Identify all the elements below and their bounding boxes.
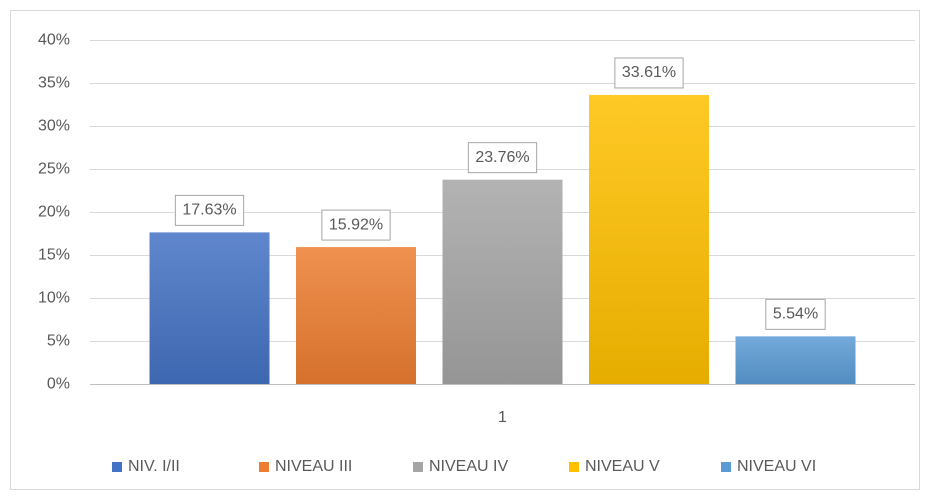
y-tick-label: 5% (47, 333, 70, 350)
legend-label: NIVEAU IV (429, 458, 508, 475)
legend-swatch (721, 462, 731, 472)
y-tick-label: 10% (38, 290, 70, 307)
y-tick-label: 20% (38, 204, 70, 221)
y-tick-label: 30% (38, 118, 70, 135)
legend-label: NIVEAU III (275, 458, 352, 475)
bar (296, 247, 416, 384)
data-label-box (467, 142, 538, 174)
legend-label: NIV. I/II (128, 458, 180, 475)
data-label: 33.61% (622, 64, 676, 81)
data-label: 15.92% (329, 216, 383, 233)
legend-swatch (112, 462, 122, 472)
data-label: 17.63% (182, 202, 236, 219)
y-tick-label: 15% (38, 247, 70, 264)
data-label: 5.54% (773, 306, 818, 323)
y-tick-label: 35% (38, 75, 70, 92)
x-tick-label: 1 (498, 409, 507, 426)
legend-swatch (413, 462, 423, 472)
bar (442, 179, 563, 384)
bar (149, 232, 270, 384)
legend-label: NIVEAU VI (737, 458, 816, 475)
data-label-box (174, 194, 245, 226)
bar (735, 336, 856, 384)
data-label: 23.76% (475, 149, 529, 166)
data-label-box (765, 298, 826, 330)
y-tick-label: 40% (38, 32, 70, 49)
legend-swatch (259, 462, 269, 472)
y-tick-label: 25% (38, 161, 70, 178)
y-tick-label: 0% (47, 376, 70, 393)
bar (589, 94, 709, 384)
legend-label: NIVEAU V (585, 458, 660, 475)
legend-swatch (569, 462, 579, 472)
data-label-box (614, 57, 684, 89)
data-label-box (321, 209, 391, 241)
